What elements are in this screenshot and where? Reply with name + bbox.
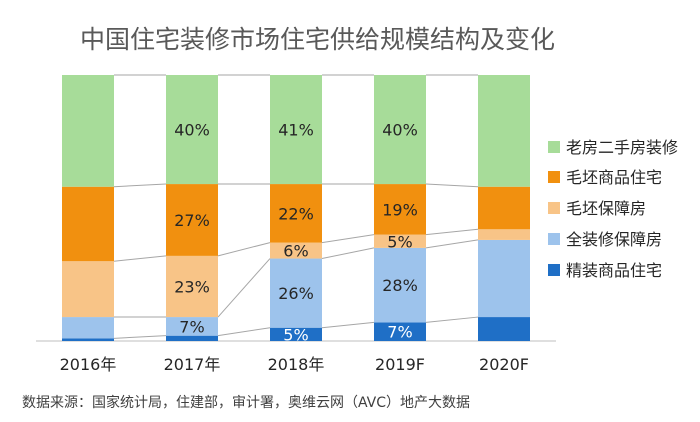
- x-tick-label: 2018年: [268, 355, 325, 374]
- bar-segment: [62, 338, 114, 341]
- connector-line: [113, 255, 167, 262]
- x-tick-label: 2016年: [60, 355, 117, 374]
- data-label: 19%: [382, 200, 418, 219]
- bar-segment: [374, 75, 426, 185]
- data-label: 7%: [387, 323, 412, 342]
- x-tick-label: 2017年: [164, 355, 221, 374]
- connector-line: [425, 228, 479, 236]
- data-source-note: 数据来源：国家统计局，住建部，审计署，奥维云网（AVC）地产大数据: [22, 395, 471, 411]
- connector-line: [217, 242, 271, 257]
- connector-line: [217, 327, 271, 337]
- connector-line: [113, 335, 167, 339]
- bar-segment: [270, 184, 322, 243]
- connector-line: [425, 316, 479, 323]
- chart-title: 中国住宅装修市场住宅供给规模结构及变化: [80, 25, 556, 54]
- bar-segment: [478, 229, 530, 240]
- legend-label: 老房二手房装修: [566, 138, 678, 157]
- legend-label: 全装修保障房: [566, 230, 662, 249]
- bar-segment: [62, 317, 114, 339]
- bar-segment: [62, 75, 114, 187]
- data-label: 40%: [382, 121, 418, 140]
- connector-line: [217, 258, 271, 318]
- bar-segment: [374, 247, 426, 323]
- connector-line: [113, 183, 167, 188]
- bar-segment: [166, 317, 218, 336]
- bar-segment: [374, 322, 426, 341]
- connector-line: [425, 239, 479, 249]
- bar-segment: [62, 186, 114, 262]
- bar-segment: [374, 234, 426, 248]
- data-label: 41%: [278, 121, 314, 140]
- data-label: 40%: [174, 121, 210, 140]
- bar-segment: [166, 184, 218, 256]
- legend-swatch: [548, 171, 560, 183]
- bar-segment: [478, 186, 530, 230]
- bar-segment: [166, 255, 218, 318]
- data-label: 27%: [174, 211, 210, 230]
- legend-swatch: [548, 141, 560, 153]
- data-label: 23%: [174, 277, 210, 296]
- bar-segment: [62, 261, 114, 318]
- legend-label: 精装商品住宅: [566, 261, 662, 280]
- data-label: 5%: [283, 325, 308, 344]
- bar-segment: [374, 184, 426, 235]
- legend-label: 毛坯保障房: [566, 199, 646, 218]
- bar-segment: [270, 258, 322, 328]
- connector-line: [321, 234, 375, 244]
- x-tick-label: 2020F: [479, 355, 529, 374]
- x-tick-label: 2019F: [375, 355, 425, 374]
- bar-segment: [166, 335, 218, 341]
- data-label: 6%: [283, 242, 308, 261]
- legend-label: 毛坯商品住宅: [566, 168, 662, 187]
- connector-line: [321, 321, 375, 329]
- data-label: 5%: [387, 232, 412, 251]
- data-label: 22%: [278, 204, 314, 223]
- legend-swatch: [548, 233, 560, 245]
- connector-line: [425, 183, 479, 188]
- data-label: 26%: [278, 284, 314, 303]
- bar-segment: [478, 239, 530, 318]
- data-label: 7%: [179, 317, 204, 336]
- legend-swatch: [548, 202, 560, 214]
- bar-segment: [166, 75, 218, 185]
- bar-segment: [270, 327, 322, 341]
- bar-segment: [270, 242, 322, 259]
- bar-segment: [478, 317, 530, 341]
- bar-segment: [478, 75, 530, 187]
- data-label: 28%: [382, 276, 418, 295]
- bar-segment: [270, 75, 322, 185]
- connector-line: [321, 247, 375, 260]
- legend-swatch: [548, 264, 560, 276]
